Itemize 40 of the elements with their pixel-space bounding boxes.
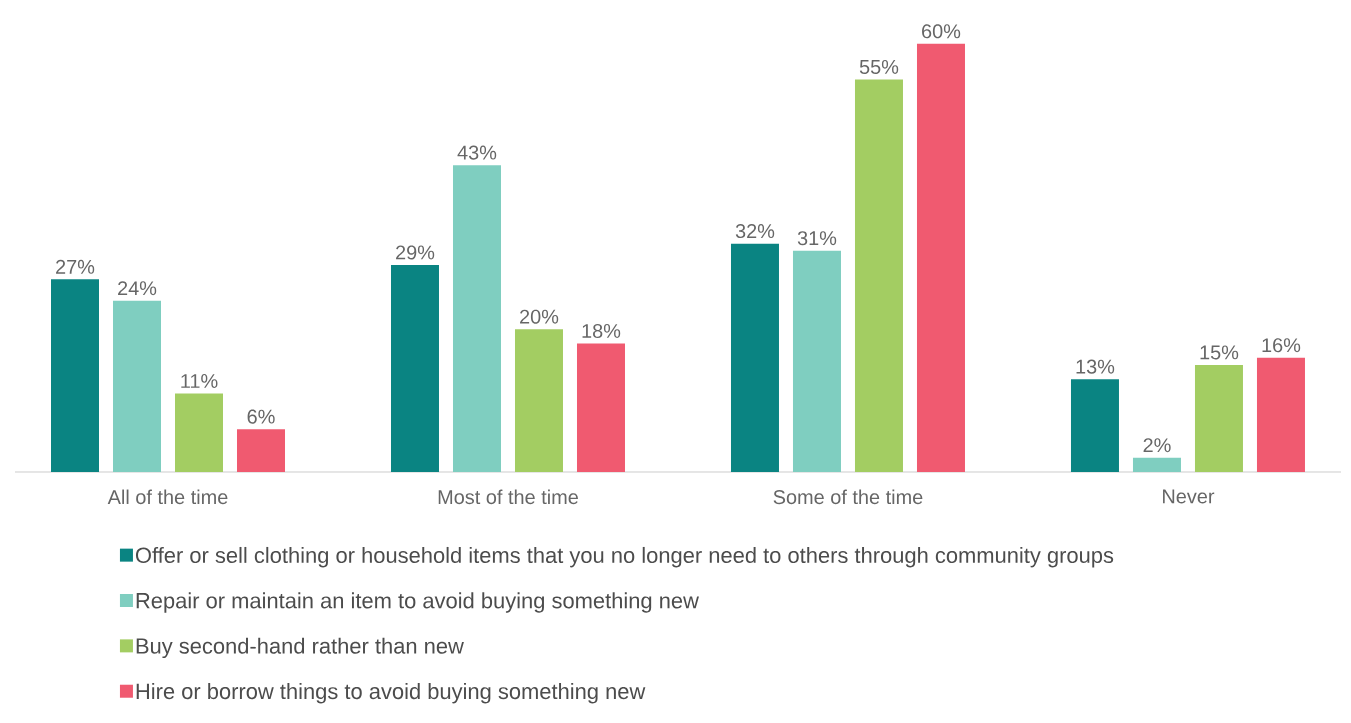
bar <box>175 393 223 472</box>
data-label: 27% <box>56 259 95 274</box>
x-tick-label: Some of the time <box>773 489 923 505</box>
bar <box>916 43 965 472</box>
data-label: 18% <box>582 323 621 339</box>
legend-label: Hire or borrow things to avoid buying something new <box>136 683 646 704</box>
data-label: 60% <box>922 24 961 39</box>
data-label: 20% <box>520 309 559 324</box>
data-label: 55% <box>859 59 899 74</box>
bar <box>576 343 625 472</box>
bar <box>1194 364 1243 472</box>
bar <box>113 300 161 472</box>
data-label: 43% <box>457 145 497 160</box>
x-tick-label: Most of the time <box>438 489 578 505</box>
bar <box>1070 379 1119 472</box>
bar <box>51 279 99 472</box>
x-tick-label: Never <box>1163 489 1215 504</box>
bar <box>237 429 285 472</box>
data-label: 11% <box>181 374 218 388</box>
bar <box>514 329 563 472</box>
legend-label: Buy second-hand rather than new <box>136 637 464 659</box>
data-label: 15% <box>1200 345 1239 360</box>
data-label: 24% <box>118 281 157 296</box>
data-label: 32% <box>735 224 775 239</box>
data-label: 6% <box>247 409 275 424</box>
data-label: 13% <box>1076 359 1115 374</box>
bar <box>390 265 439 472</box>
data-label: 16% <box>1262 338 1301 353</box>
legend-label: Offer or sell clothing or household items that you no longer need to others through community groups <box>135 546 1114 568</box>
bar <box>452 165 501 472</box>
data-label: 2% <box>1143 438 1171 453</box>
bar <box>1256 357 1305 472</box>
bar <box>854 79 903 472</box>
data-label: 29% <box>396 245 435 260</box>
bar <box>730 243 779 472</box>
bar <box>1132 457 1181 472</box>
data-label: 31% <box>797 231 837 246</box>
x-tick-label: All of the time <box>107 489 228 505</box>
bar <box>792 250 841 472</box>
legend-label: Repair or maintain an item to avoid buying something new <box>136 592 699 613</box>
